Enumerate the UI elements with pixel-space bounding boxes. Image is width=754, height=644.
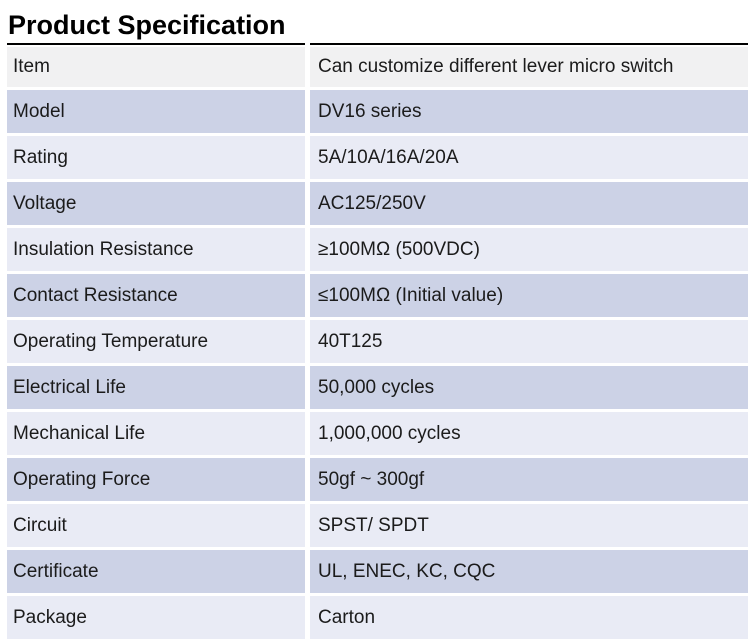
table-row: Mechanical Life 1,000,000 cycles	[7, 412, 748, 455]
spec-label-cell: Operating Force	[7, 458, 305, 501]
spec-label-cell: Contact Resistance	[7, 274, 305, 317]
title-divider-left-segment	[7, 43, 305, 45]
spec-label-cell: Certificate	[7, 550, 305, 593]
table-row: Operating Force 50gf ~ 300gf	[7, 458, 748, 501]
spec-value-cell: ≥100MΩ (500VDC)	[310, 228, 748, 271]
spec-label-cell: Circuit	[7, 504, 305, 547]
table-row: Electrical Life 50,000 cycles	[7, 366, 748, 409]
spec-value-cell: SPST/ SPDT	[310, 504, 748, 547]
spec-value-cell: 50gf ~ 300gf	[310, 458, 748, 501]
table-row: Insulation Resistance ≥100MΩ (500VDC)	[7, 228, 748, 271]
spec-value-cell: 40T125	[310, 320, 748, 363]
table-row: Model DV16 series	[7, 90, 748, 133]
spec-value-cell: 5A/10A/16A/20A	[310, 136, 748, 179]
table-row: Package Carton	[7, 596, 748, 639]
spec-value-cell: Carton	[310, 596, 748, 639]
spec-value-cell: ≤100MΩ (Initial value)	[310, 274, 748, 317]
spec-label-cell: Model	[7, 90, 305, 133]
spec-value-cell: DV16 series	[310, 90, 748, 133]
spec-label-cell: Mechanical Life	[7, 412, 305, 455]
spec-label-cell: Item	[7, 47, 305, 87]
page-title: Product Specification	[8, 10, 286, 40]
table-row: Contact Resistance ≤100MΩ (Initial value…	[7, 274, 748, 317]
title-divider-right-segment	[310, 43, 748, 45]
table-row: Certificate UL, ENEC, KC, CQC	[7, 550, 748, 593]
spec-label-cell: Voltage	[7, 182, 305, 225]
spec-label-cell: Electrical Life	[7, 366, 305, 409]
table-row: Circuit SPST/ SPDT	[7, 504, 748, 547]
spec-value-cell: Can customize different lever micro swit…	[310, 47, 748, 87]
spec-value-cell: 1,000,000 cycles	[310, 412, 748, 455]
spec-label-cell: Insulation Resistance	[7, 228, 305, 271]
spec-label-cell: Operating Temperature	[7, 320, 305, 363]
spec-label-cell: Rating	[7, 136, 305, 179]
title-divider-line	[7, 43, 748, 45]
spec-value-cell: UL, ENEC, KC, CQC	[310, 550, 748, 593]
spec-table: Item Can customize different lever micro…	[7, 47, 748, 639]
table-row: Operating Temperature 40T125	[7, 320, 748, 363]
table-row: Rating 5A/10A/16A/20A	[7, 136, 748, 179]
spec-value-cell: AC125/250V	[310, 182, 748, 225]
spec-value-cell: 50,000 cycles	[310, 366, 748, 409]
spec-label-cell: Package	[7, 596, 305, 639]
table-row: Voltage AC125/250V	[7, 182, 748, 225]
table-row: Item Can customize different lever micro…	[7, 47, 748, 87]
